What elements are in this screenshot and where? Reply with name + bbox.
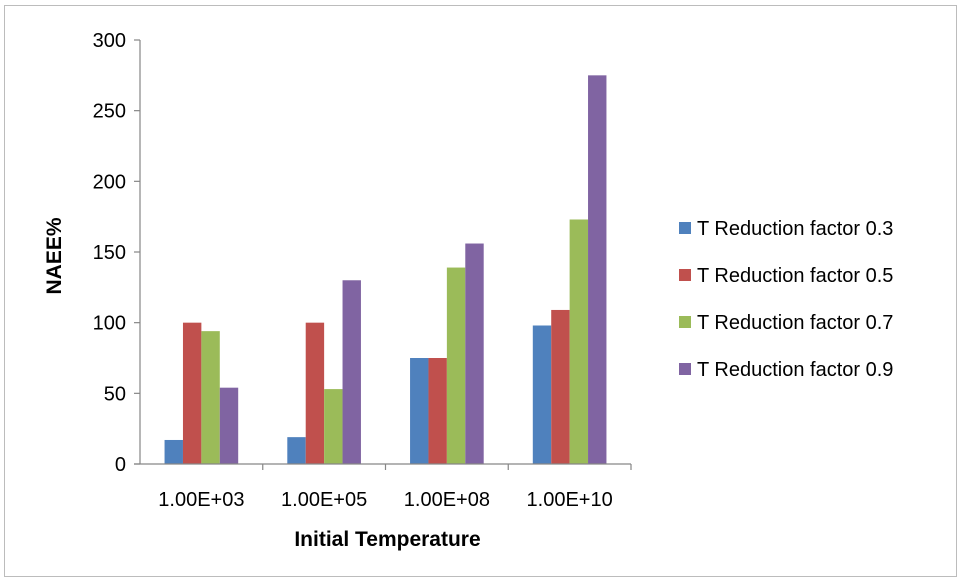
x-tick-label: 1.00E+05 [281,489,367,511]
y-tick-label: 250 [93,101,126,123]
legend-label: T Reduction factor 0.7 [697,312,893,334]
bar [465,243,484,464]
bar-chart: 0 50 100 150 200 250 300 1.00E+03 1.00E+05 1.00E… [43,30,893,551]
x-tick-label: 1.00E+08 [404,489,490,511]
bar [182,322,202,464]
bar [410,358,429,464]
y-tick-label: 200 [93,171,126,193]
chart-frame: 0 50 100 150 200 250 300 1.00E+03 1.00E+05 1.00E… [4,5,957,577]
y-tick-label: 100 [93,313,126,335]
bar [287,437,306,464]
legend-swatch [679,222,691,234]
legend-label: T Reduction factor 0.9 [697,359,893,381]
y-tick-label: 0 [115,454,126,476]
bar [446,267,466,464]
bar [324,389,343,464]
bar [428,358,447,464]
legend-label: T Reduction factor 0.3 [697,218,893,240]
x-axis-title: Initial Temperature [294,528,480,551]
bar [551,309,570,464]
x-tick-label: 1.00E+03 [158,489,244,511]
bar [305,322,325,464]
bar [342,280,361,464]
x-tick-label: 1.00E+10 [527,489,613,511]
y-tick-label: 150 [93,242,126,264]
y-axis-title: NAEE% [43,217,66,294]
legend-swatch [679,269,691,281]
legend-swatch [679,363,691,375]
legend: T Reduction factor 0.3 T Reduction factor… [679,218,893,381]
bar [532,325,552,464]
legend-label: T Reduction factor 0.5 [697,265,893,287]
bar [201,331,220,464]
y-tick-label: 50 [104,383,126,405]
bar [588,75,607,464]
legend-swatch [679,316,691,328]
bar [219,387,239,464]
bar [164,439,183,464]
bar [569,219,589,464]
y-tick-label: 300 [93,30,126,52]
